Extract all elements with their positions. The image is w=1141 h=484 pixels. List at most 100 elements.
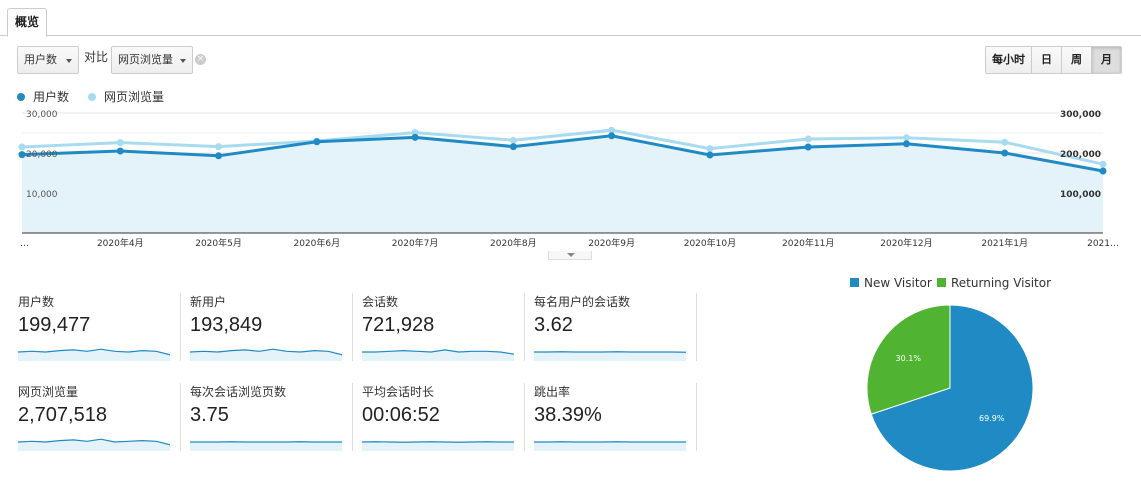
- metric-separator: [696, 383, 697, 451]
- legend-pageviews-label: 网页浏览量: [104, 90, 165, 104]
- granularity-group: 每小时 日 周 月: [985, 46, 1122, 74]
- x-tick-label: 2020年6月: [293, 237, 340, 248]
- metric-select[interactable]: 用户数: [17, 46, 79, 74]
- granularity-week-button[interactable]: 周: [1062, 47, 1092, 73]
- metric-card[interactable]: 每名用户的会话数 3.62: [534, 293, 694, 361]
- metric-value: 2,707,518: [18, 404, 107, 426]
- users-point[interactable]: [608, 132, 616, 140]
- y-left-tick: 30,000: [26, 110, 58, 120]
- metric-value: 3.75: [190, 404, 229, 426]
- users-point[interactable]: [1099, 167, 1107, 175]
- compare-label: 对比: [84, 50, 109, 64]
- users-point[interactable]: [215, 152, 223, 160]
- x-tick-label: 2020年12月: [880, 237, 932, 248]
- metric-card[interactable]: 新用户 193,849: [190, 293, 350, 361]
- users-point[interactable]: [411, 133, 419, 141]
- line-chart[interactable]: 30,000 20,000 10,000 300,000 200,000 100,000 ……: [0, 108, 1141, 248]
- metric-label: 网页浏览量: [18, 385, 79, 399]
- legend-users-marker: [17, 92, 25, 101]
- metric-sparkline: [534, 441, 686, 451]
- granularity-month-button[interactable]: 月: [1092, 47, 1121, 73]
- pageviews-point[interactable]: [1001, 138, 1009, 146]
- visitor-pie-chart[interactable]: 69.9% 30.1%: [860, 298, 1040, 478]
- y-left-tick: 10,000: [26, 190, 58, 200]
- pageviews-line: [21, 128, 1104, 166]
- metric-sparkline: [190, 441, 342, 451]
- metric-separator: [180, 383, 181, 451]
- x-tick-label: 2020年5月: [195, 237, 242, 248]
- pie-slice-label: 30.1%: [896, 354, 922, 363]
- pageviews-point[interactable]: [706, 145, 714, 153]
- metric-card[interactable]: 用户数 199,477: [18, 293, 178, 361]
- granularity-day-button[interactable]: 日: [1032, 47, 1062, 73]
- x-tick-label: 2020年10月: [684, 237, 736, 248]
- x-tick-label: 2020年7月: [392, 237, 439, 248]
- metric-sparkline: [18, 438, 170, 451]
- pie-legend-new-label: New Visitor: [864, 276, 932, 290]
- pie-legend-new[interactable]: New Visitor: [850, 276, 932, 290]
- pageviews-point[interactable]: [1099, 160, 1107, 168]
- x-tick-label: 2020年9月: [588, 237, 635, 248]
- pageviews-point[interactable]: [608, 126, 616, 134]
- pageviews-point[interactable]: [902, 134, 910, 142]
- y-left-tick: 20,000: [26, 150, 58, 160]
- users-point[interactable]: [509, 143, 517, 151]
- users-point[interactable]: [902, 140, 910, 148]
- y-right-tick: 300,000: [1060, 110, 1101, 120]
- legend-users-label: 用户数: [33, 90, 70, 104]
- metric-label: 用户数: [18, 295, 55, 309]
- legend-pageviews-marker: [88, 92, 96, 101]
- metric-separator: [524, 383, 525, 451]
- metric-sparkline: [362, 349, 514, 361]
- metric-select-label: 用户数: [24, 53, 57, 66]
- pageviews-point[interactable]: [116, 139, 124, 147]
- users-point[interactable]: [804, 143, 812, 151]
- users-line: [21, 134, 1104, 173]
- metric-sparkline: [18, 348, 170, 361]
- chart-collapse-toggle[interactable]: [548, 251, 592, 260]
- metric-label: 每名用户的会话数: [534, 295, 631, 309]
- legend-users[interactable]: 用户数: [17, 88, 69, 104]
- metric-card[interactable]: 网页浏览量 2,707,518: [18, 383, 178, 451]
- collapse-chevron-icon: [567, 253, 575, 257]
- users-point[interactable]: [18, 151, 26, 159]
- pie-slice-returning-visitor[interactable]: [866, 304, 951, 415]
- x-tick-label: 2021…: [1087, 239, 1119, 248]
- metric-card[interactable]: 每次会话浏览页数 3.75: [190, 383, 350, 451]
- metric-label: 平均会话时长: [362, 385, 435, 399]
- tab-bar: 概览: [0, 0, 1141, 37]
- metric-value: 193,849: [190, 314, 263, 336]
- users-point[interactable]: [313, 138, 321, 146]
- pageviews-point[interactable]: [215, 143, 223, 151]
- metric-value: 199,477: [18, 314, 91, 336]
- pie-legend-returning[interactable]: Returning Visitor: [937, 276, 1051, 290]
- metric-card[interactable]: 会话数 721,928: [362, 293, 522, 361]
- x-tick-label: 2020年8月: [490, 237, 537, 248]
- users-point[interactable]: [706, 151, 714, 159]
- metric-separator: [180, 293, 181, 361]
- metric-separator: [696, 293, 697, 361]
- legend-pageviews[interactable]: 网页浏览量: [88, 88, 164, 104]
- granularity-hour-button[interactable]: 每小时: [986, 47, 1032, 73]
- compare-select[interactable]: 网页浏览量: [111, 46, 193, 74]
- pie-slice-label: 69.9%: [979, 414, 1005, 423]
- pageviews-point[interactable]: [509, 136, 517, 144]
- metric-sparkline: [190, 348, 342, 361]
- metric-card[interactable]: 平均会话时长 00:06:52: [362, 383, 522, 451]
- users-area: [22, 135, 1103, 233]
- tab-overview[interactable]: 概览: [7, 8, 47, 37]
- metric-value: 721,928: [362, 314, 435, 336]
- chevron-down-icon: [180, 59, 186, 63]
- compare-select-label: 网页浏览量: [118, 53, 173, 66]
- users-point[interactable]: [1001, 149, 1009, 157]
- pie-legend-returning-label: Returning Visitor: [951, 276, 1052, 290]
- metric-label: 会话数: [362, 295, 399, 309]
- pageviews-point[interactable]: [804, 135, 812, 143]
- pageviews-point[interactable]: [18, 143, 26, 151]
- pageviews-point[interactable]: [411, 129, 419, 137]
- pie-slice-new-visitor[interactable]: [870, 304, 1034, 472]
- metric-card[interactable]: 跳出率 38.39%: [534, 383, 694, 451]
- users-point[interactable]: [116, 147, 124, 155]
- metric-label: 新用户: [190, 295, 227, 309]
- clear-compare-icon[interactable]: ×: [195, 54, 206, 65]
